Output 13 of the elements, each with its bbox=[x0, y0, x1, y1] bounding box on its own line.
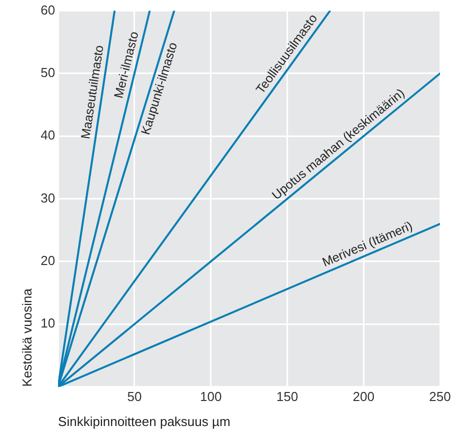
x-tick-label: 50 bbox=[127, 389, 142, 404]
x-tick-label: 150 bbox=[276, 389, 298, 404]
y-tick-label: 50 bbox=[40, 65, 56, 80]
y-tick-label: 40 bbox=[40, 128, 56, 143]
x-tick-label: 250 bbox=[429, 389, 451, 404]
x-tick-label: 200 bbox=[352, 389, 374, 404]
x-tick-label: 100 bbox=[200, 389, 222, 404]
x-axis-title: Sinkkipinnoitteen paksuus µm bbox=[58, 414, 230, 429]
y-tick-label: 60 bbox=[40, 2, 56, 18]
y-tick-label: 30 bbox=[40, 190, 56, 206]
y-tick-label: 20 bbox=[40, 253, 56, 268]
y-tick-label: 10 bbox=[40, 316, 56, 331]
y-axis-title: Kestoikä vuosina bbox=[19, 288, 34, 387]
